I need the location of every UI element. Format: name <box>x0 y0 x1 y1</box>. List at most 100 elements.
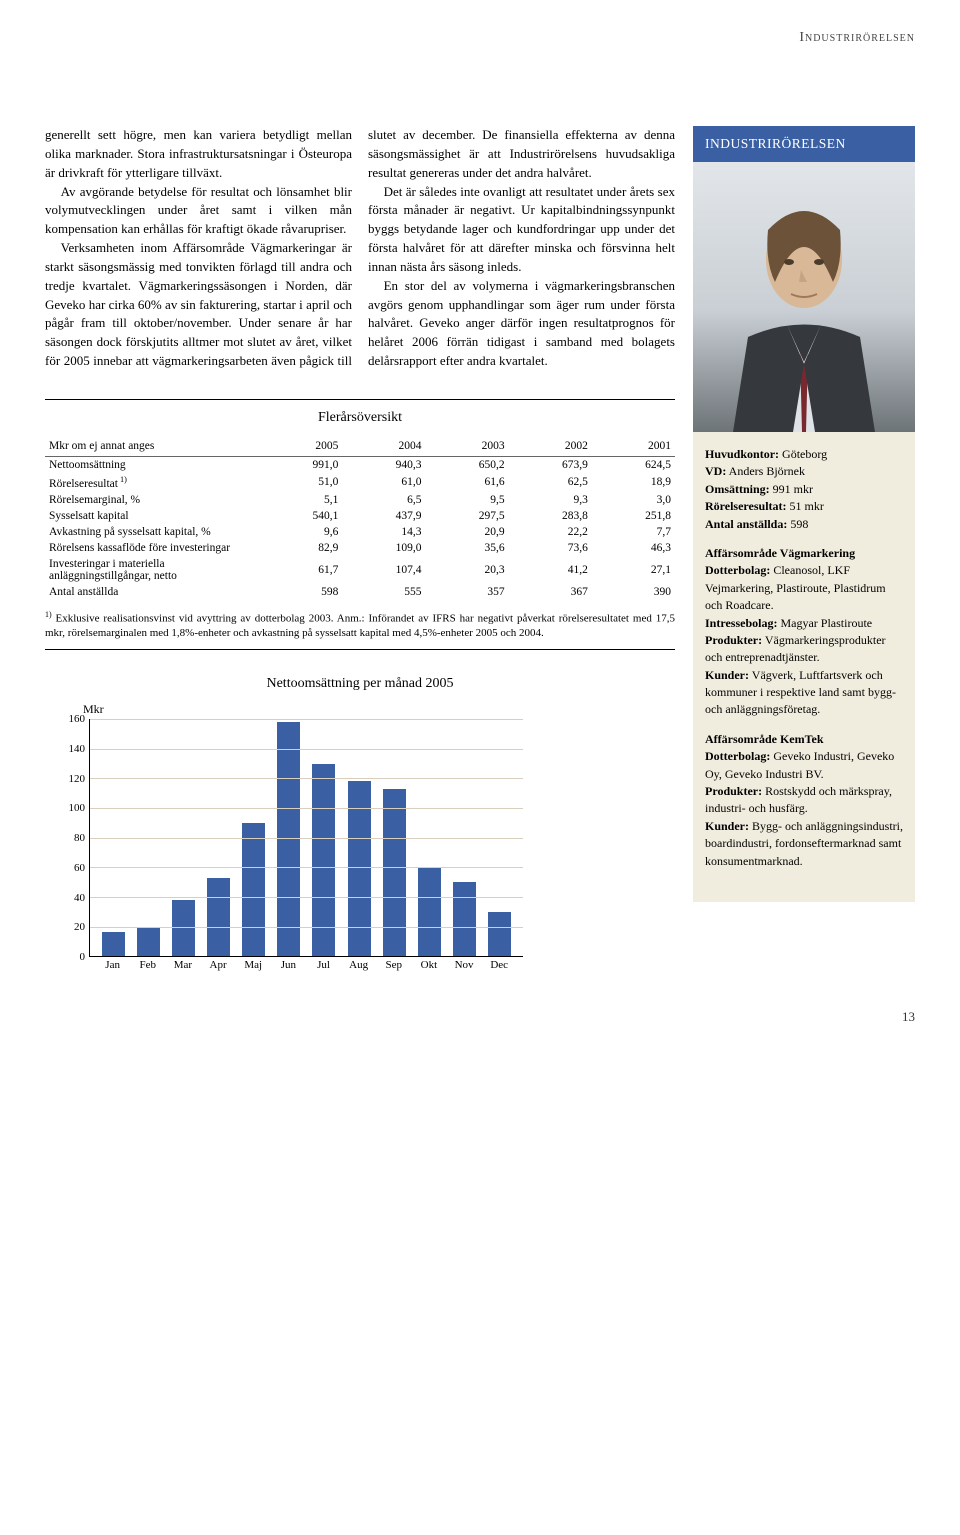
cell: 283,8 <box>509 508 592 524</box>
page-header: Industrirörelsen <box>45 30 915 46</box>
x-tick: Jun <box>277 959 300 971</box>
cell: 367 <box>509 584 592 600</box>
cell: 35,6 <box>426 540 509 556</box>
left-column: generellt sett högre, men kan variera be… <box>45 126 675 979</box>
cell: 297,5 <box>426 508 509 524</box>
label: Dotterbolag: <box>705 563 770 577</box>
table-row: Avkastning på sysselsatt kapital, %9,614… <box>45 524 675 540</box>
cell: 27,1 <box>592 556 675 584</box>
data-table: Mkr om ej annat anges 2005 2004 2003 200… <box>45 438 675 600</box>
value: 598 <box>787 517 808 531</box>
bar <box>102 932 125 956</box>
y-tick: 80 <box>51 832 85 844</box>
cell: 107,4 <box>342 556 425 584</box>
cell: 73,6 <box>509 540 592 556</box>
x-tick: Dec <box>488 959 511 971</box>
cell: 41,2 <box>509 556 592 584</box>
row-label: Rörelsens kassaflöde före investeringar <box>45 540 259 556</box>
bar <box>418 867 441 956</box>
cell: 540,1 <box>259 508 342 524</box>
bar <box>207 878 230 957</box>
bar <box>172 900 195 956</box>
label: Omsättning: <box>705 482 770 496</box>
y-tick: 20 <box>51 921 85 933</box>
row-label: Sysselsatt kapital <box>45 508 259 524</box>
row-label: Nettoomsättning <box>45 456 259 473</box>
cell: 14,3 <box>342 524 425 540</box>
cell: 940,3 <box>342 456 425 473</box>
y-tick: 140 <box>51 743 85 755</box>
y-tick: 40 <box>51 892 85 904</box>
table-row: Investeringar i materiella anläggningsti… <box>45 556 675 584</box>
x-tick: Okt <box>417 959 440 971</box>
cell: 82,9 <box>259 540 342 556</box>
cell: 673,9 <box>509 456 592 473</box>
body-text: generellt sett högre, men kan variera be… <box>45 126 675 371</box>
y-tick: 0 <box>51 951 85 963</box>
col-year: 2005 <box>259 438 342 457</box>
cell: 437,9 <box>342 508 425 524</box>
cell: 61,6 <box>426 473 509 492</box>
table-row: Rörelsens kassaflöde före investeringar8… <box>45 540 675 556</box>
cell: 5,1 <box>259 492 342 508</box>
cell: 46,3 <box>592 540 675 556</box>
x-tick: Jul <box>312 959 335 971</box>
label: Dotterbolag: <box>705 749 770 763</box>
table-row: Antal anställda598555357367390 <box>45 584 675 600</box>
x-tick: Maj <box>242 959 265 971</box>
sidebar: INDUSTRIRÖRELSEN Huvudkontor: Göteborg V <box>693 126 915 979</box>
row-label: Investeringar i materiella anläggningsti… <box>45 556 259 584</box>
overview-table: Flerårsöversikt Mkr om ej annat anges 20… <box>45 399 675 650</box>
col-year: 2001 <box>592 438 675 457</box>
cell: 650,2 <box>426 456 509 473</box>
sidebar-title: INDUSTRIRÖRELSEN <box>693 126 915 162</box>
paragraph: Av avgörande betydelse för resultat och … <box>45 183 352 240</box>
value: Anders Björnek <box>726 464 805 478</box>
cell: 357 <box>426 584 509 600</box>
cell: 555 <box>342 584 425 600</box>
y-tick: 120 <box>51 773 85 785</box>
cell: 62,5 <box>509 473 592 492</box>
footnote-text: Exklusive realisationsvinst vid avyttrin… <box>45 612 675 639</box>
bar <box>242 823 265 956</box>
table-row: Rörelsemarginal, %5,16,59,59,33,0 <box>45 492 675 508</box>
table-row: Nettoomsättning991,0940,3650,2673,9624,5 <box>45 456 675 473</box>
cell: 9,3 <box>509 492 592 508</box>
table-row: Rörelseresultat 1)51,061,061,662,518,9 <box>45 473 675 492</box>
cell: 20,9 <box>426 524 509 540</box>
section-title: Affärsområde KemTek <box>705 732 824 746</box>
cell: 390 <box>592 584 675 600</box>
x-tick: Feb <box>136 959 159 971</box>
col-year: 2002 <box>509 438 592 457</box>
paragraph: generellt sett högre, men kan variera be… <box>45 126 352 183</box>
footnote-sup: 1) <box>45 610 52 619</box>
value: Magyar Plastiroute <box>777 616 872 630</box>
col-year: 2004 <box>342 438 425 457</box>
y-tick: 60 <box>51 862 85 874</box>
cell: 61,0 <box>342 473 425 492</box>
x-tick: Sep <box>382 959 405 971</box>
label: VD: <box>705 464 726 478</box>
monthly-chart: Nettoomsättning per månad 2005 Mkr 02040… <box>45 676 675 979</box>
bar <box>383 789 406 956</box>
cell: 251,8 <box>592 508 675 524</box>
paragraph: Det är således inte ovanligt att resulta… <box>368 183 675 277</box>
table-row: Sysselsatt kapital540,1437,9297,5283,825… <box>45 508 675 524</box>
bar <box>137 927 160 957</box>
cell: 22,2 <box>509 524 592 540</box>
x-tick: Mar <box>171 959 194 971</box>
cell: 20,3 <box>426 556 509 584</box>
x-tick: Apr <box>207 959 230 971</box>
page-number: 13 <box>45 1009 915 1025</box>
cell: 3,0 <box>592 492 675 508</box>
label: Intressebolag: <box>705 616 777 630</box>
cell: 9,5 <box>426 492 509 508</box>
table-title: Flerårsöversikt <box>45 400 675 438</box>
portrait-photo <box>693 162 915 432</box>
label: Produkter: <box>705 784 762 798</box>
row-label: Rörelsemarginal, % <box>45 492 259 508</box>
cell: 109,0 <box>342 540 425 556</box>
y-tick: 100 <box>51 802 85 814</box>
row-label: Antal anställda <box>45 584 259 600</box>
row-label: Avkastning på sysselsatt kapital, % <box>45 524 259 540</box>
